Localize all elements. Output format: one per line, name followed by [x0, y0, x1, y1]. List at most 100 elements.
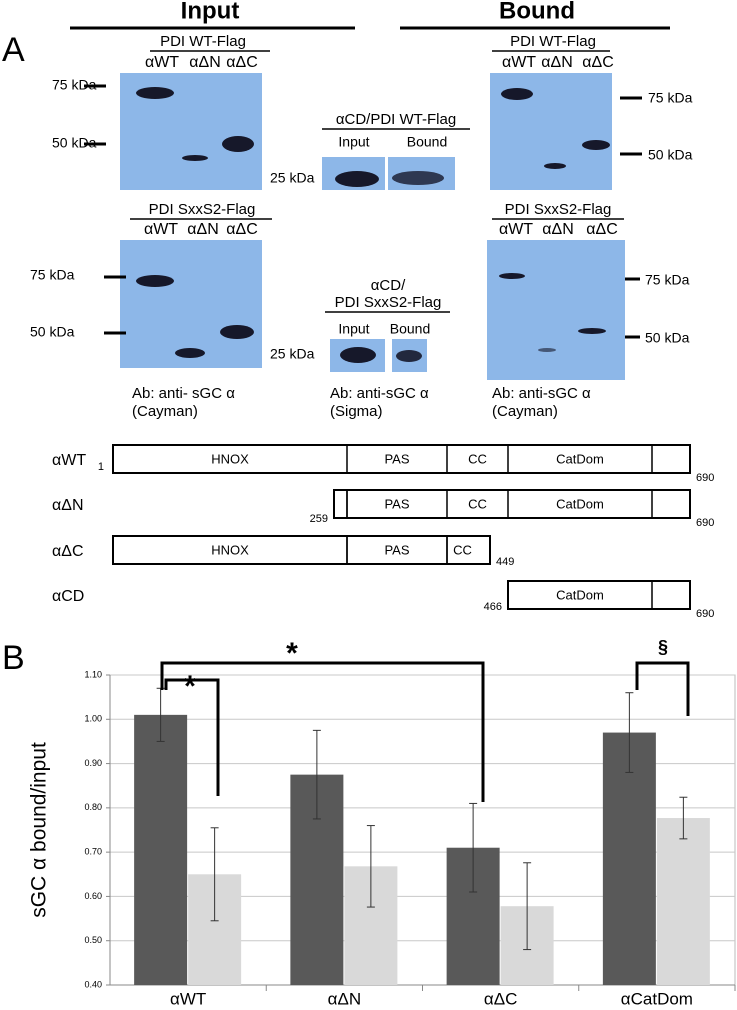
y-tick-label: 0.50: [84, 935, 102, 945]
blot-title: PDI SxxS2-Flag: [149, 201, 256, 218]
antibody-label: Ab: anti-sGC α: [492, 385, 591, 402]
y-tick-label: 0.90: [84, 758, 102, 768]
significance-bracket: [164, 678, 220, 796]
marker-label: 75 kDa: [30, 267, 75, 283]
band: [538, 348, 556, 352]
band: [544, 163, 566, 169]
lane-label: αΔC: [586, 221, 618, 238]
lane-label: αWT: [145, 54, 179, 71]
lane-label: αΔN: [541, 54, 573, 71]
construct-box: [333, 489, 691, 519]
marker-label: 75 kDa: [52, 77, 97, 93]
band: [340, 347, 376, 363]
error-bar: [366, 825, 375, 908]
lane-label: αWT: [502, 54, 536, 71]
residue-number: 1: [98, 461, 104, 473]
marker-label: 75 kDa: [645, 272, 690, 288]
error-bar: [625, 692, 634, 773]
construct-name: αCD: [52, 588, 84, 605]
construct-box: [507, 580, 691, 610]
blot-title: PDI SxxS2-Flag: [505, 201, 612, 218]
x-tick-label: αΔN: [328, 989, 361, 1008]
band: [136, 275, 174, 287]
band: [222, 136, 254, 152]
marker-label: 50 kDa: [30, 324, 75, 340]
significance-mark: *: [286, 637, 298, 670]
lane-label: Bound: [407, 134, 447, 150]
lane-label: αΔC: [226, 221, 258, 238]
antibody-label: (Cayman): [492, 403, 558, 420]
band: [220, 325, 254, 339]
blot-title: PDI WT-Flag: [510, 33, 596, 50]
x-tick-label: αWT: [170, 989, 206, 1008]
residue-number: 449: [496, 556, 514, 568]
blot-title: PDI WT-Flag: [160, 33, 246, 50]
construct-name: αWT: [52, 452, 86, 469]
significance-mark: §: [658, 637, 668, 657]
lane-label: Input: [338, 321, 369, 337]
bar: [656, 818, 710, 985]
y-tick-label: 1.00: [84, 714, 102, 724]
y-tick-label: 1.10: [84, 669, 102, 679]
construct-box: [112, 535, 491, 565]
construct-name: αΔC: [52, 543, 84, 560]
panel-label: B: [2, 639, 25, 677]
marker-label: 50 kDa: [645, 330, 690, 346]
construct-box: [112, 444, 691, 474]
domain-label: CatDom: [556, 587, 604, 602]
antibody-label: (Cayman): [132, 403, 198, 420]
domain-label: CatDom: [556, 496, 604, 511]
marker-label: 50 kDa: [648, 147, 693, 163]
lane-label: αΔN: [189, 54, 221, 71]
y-tick-label: 0.60: [84, 891, 102, 901]
x-tick-label: αCatDom: [621, 989, 693, 1008]
lane-label: αΔN: [187, 221, 219, 238]
residue-number: 466: [484, 601, 502, 613]
antibody-label: Ab: anti-sGC α: [330, 385, 429, 402]
lane-label: Bound: [390, 321, 430, 337]
x-tick-label: αΔC: [484, 989, 517, 1008]
band: [499, 273, 525, 279]
lane-label: αΔC: [582, 54, 614, 71]
antibody-label: (Sigma): [330, 403, 383, 420]
domain-label: CC: [453, 542, 472, 557]
domain-label: CatDom: [556, 451, 604, 466]
residue-number: 690: [696, 517, 714, 529]
domain-label: PAS: [384, 451, 409, 466]
blot: [120, 240, 262, 368]
error-bar: [210, 827, 219, 922]
band: [136, 87, 174, 99]
construct-name: αΔN: [52, 497, 84, 514]
band: [175, 348, 205, 358]
residue-number: 690: [696, 608, 714, 620]
residue-number: 690: [696, 472, 714, 484]
band: [396, 350, 422, 362]
domain-label: CC: [468, 451, 487, 466]
blot-title: αCD/PDI WT-Flag: [336, 111, 456, 128]
blot-title: PDI SxxS2-Flag: [335, 294, 442, 311]
bar: [134, 714, 188, 985]
domain-label: CC: [468, 496, 487, 511]
significance-bracket: [635, 661, 690, 716]
column-header: Bound: [499, 0, 575, 24]
lane-label: αWT: [144, 221, 178, 238]
residue-number: 259: [310, 513, 328, 525]
lane-label: Input: [338, 134, 369, 150]
y-tick-label: 0.80: [84, 802, 102, 812]
marker-label: 25 kDa: [270, 346, 315, 362]
error-bar: [469, 802, 478, 893]
domain-label: PAS: [384, 496, 409, 511]
y-tick-label: 0.70: [84, 847, 102, 857]
marker-label: 25 kDa: [270, 170, 315, 186]
domain-label: HNOX: [211, 542, 249, 557]
y-axis-label: sGC α bound/input: [28, 742, 51, 918]
band: [335, 171, 379, 187]
blot: [487, 240, 625, 380]
error-bar: [312, 729, 321, 820]
panel-label: A: [2, 31, 25, 69]
column-header: Input: [181, 0, 240, 24]
error-bar: [679, 796, 688, 840]
lane-label: αΔN: [542, 221, 574, 238]
bar: [602, 732, 656, 985]
